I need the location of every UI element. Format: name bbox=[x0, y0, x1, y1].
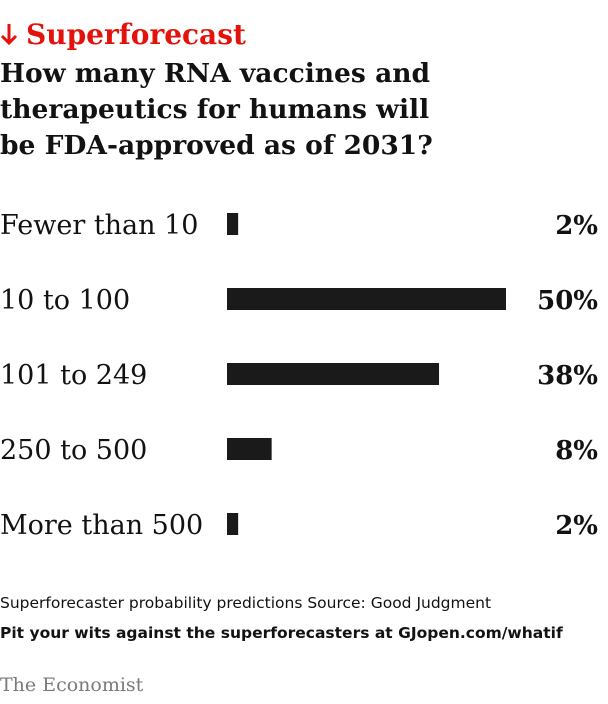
category-label: 101 to 249 bbox=[0, 360, 147, 391]
brand-logo: The Economist bbox=[0, 674, 144, 696]
chart-title: How many RNA vaccines and therapeutics f… bbox=[0, 56, 600, 164]
category-label: 10 to 100 bbox=[0, 285, 130, 316]
call-to-action: Pit your wits against the superforecaste… bbox=[0, 624, 563, 642]
value-label: 2% bbox=[555, 211, 598, 241]
bar bbox=[227, 213, 239, 235]
value-label: 50% bbox=[537, 286, 598, 316]
bar bbox=[227, 288, 506, 310]
bar bbox=[227, 363, 440, 385]
title-line: How many RNA vaccines and bbox=[0, 58, 431, 89]
value-label: 38% bbox=[537, 361, 598, 391]
category-label: More than 500 bbox=[0, 510, 203, 541]
kicker: Superforecast bbox=[0, 16, 246, 52]
category-label: Fewer than 10 bbox=[0, 210, 198, 241]
arrow-down-icon bbox=[0, 24, 18, 46]
value-label: 8% bbox=[555, 436, 598, 466]
bar-chart: Fewer than 10 2% 10 to 100 50% 101 to 249 38%… bbox=[0, 210, 598, 541]
category-label: 250 to 500 bbox=[0, 435, 147, 466]
title-line: therapeutics for humans will bbox=[0, 94, 430, 125]
bar bbox=[227, 438, 272, 460]
bar bbox=[227, 513, 239, 535]
value-label: 2% bbox=[555, 511, 598, 541]
kicker-label: Superforecast bbox=[26, 17, 246, 51]
source-note: Superforecaster probability predictions … bbox=[0, 594, 492, 612]
title-line: be FDA-approved as of 2031? bbox=[0, 130, 433, 161]
